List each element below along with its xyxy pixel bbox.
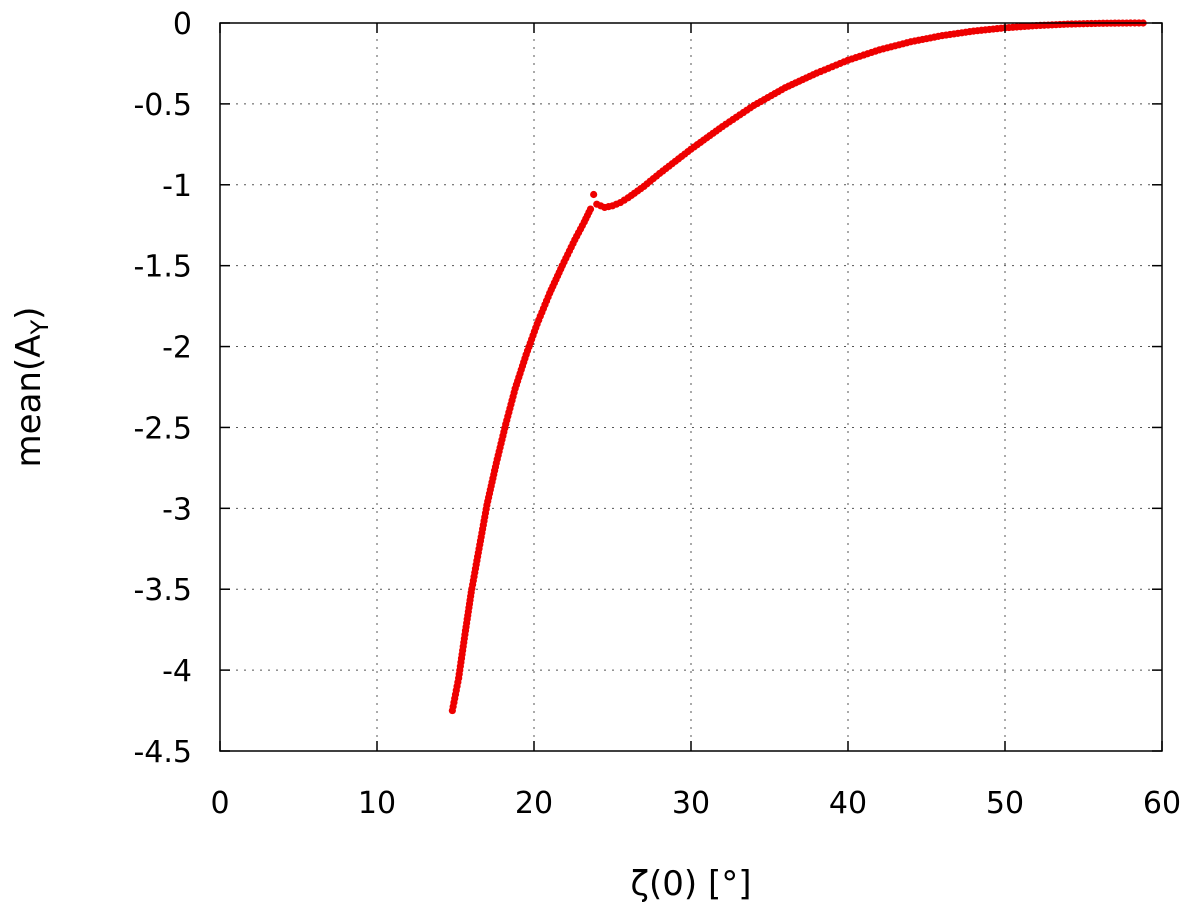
y-axis-label: mean(AY) <box>9 307 54 468</box>
data-point <box>586 205 595 213</box>
grid-lines <box>220 23 1162 751</box>
y-axis-ticks: 0 -0.5 -1 -1.5 -2 -2.5 -3 -3.5 -4 -4.5 <box>133 7 1162 770</box>
x-axis-ticks: 0 10 20 30 40 50 60 <box>210 23 1181 821</box>
y-tick-label: -1 <box>162 169 192 204</box>
y-axis-label-subscript: Y <box>26 319 54 335</box>
y-tick-label: -3 <box>162 492 192 527</box>
x-tick-label: 60 <box>1143 786 1181 821</box>
y-tick-label: -4 <box>162 654 192 689</box>
y-tick-label: 0 <box>173 7 192 42</box>
x-tick-label: 50 <box>986 786 1024 821</box>
x-tick-label: 40 <box>829 786 867 821</box>
y-axis-label-main: mean(A <box>9 334 49 467</box>
x-axis-label: ζ(0) [°] <box>631 864 752 904</box>
x-tick-label: 10 <box>358 786 396 821</box>
data-point-outlier <box>590 190 598 199</box>
y-tick-label: -4.5 <box>133 735 192 770</box>
data-points <box>448 19 1147 715</box>
x-tick-label: 30 <box>672 786 710 821</box>
y-tick-label: -0.5 <box>133 88 192 123</box>
y-tick-label: -2.5 <box>133 411 192 446</box>
plot-frame <box>219 22 1163 752</box>
y-axis-label-close: ) <box>9 307 49 320</box>
y-tick-label: -1.5 <box>133 250 192 285</box>
x-tick-label: 0 <box>210 786 229 821</box>
y-tick-label: -3.5 <box>133 573 192 608</box>
x-tick-label: 20 <box>515 786 553 821</box>
y-tick-label: -2 <box>162 331 192 366</box>
